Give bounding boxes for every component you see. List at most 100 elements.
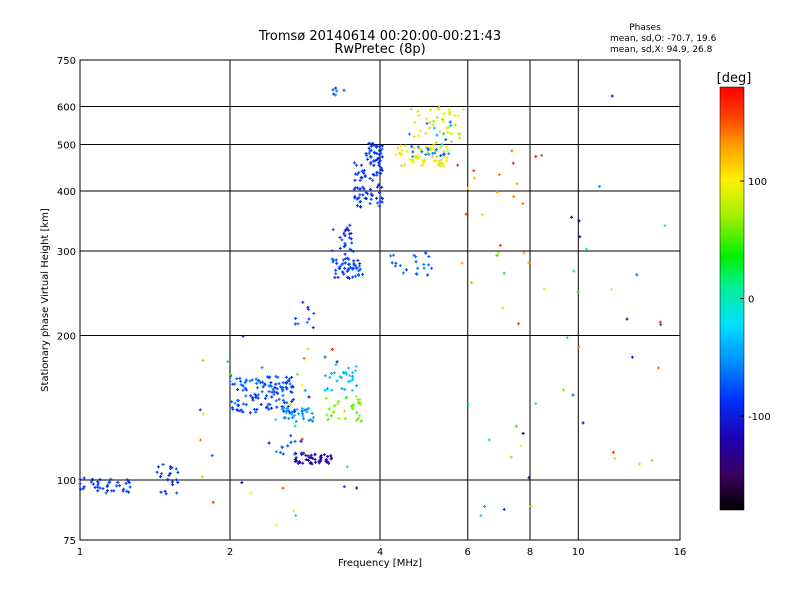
data-point	[584, 247, 588, 251]
data-point	[294, 419, 298, 423]
data-point	[378, 171, 382, 175]
data-point	[284, 411, 288, 415]
data-point	[416, 109, 420, 113]
data-point	[302, 356, 306, 360]
x-tick-label: 4	[377, 547, 383, 558]
data-point	[331, 88, 335, 92]
data-point	[398, 264, 402, 268]
data-point	[427, 255, 431, 259]
data-point	[283, 416, 287, 420]
data-point	[401, 271, 405, 275]
data-point	[598, 185, 602, 189]
data-point	[412, 135, 416, 139]
stats-line-o: mean, sd,O: -70.7, 19.6	[610, 34, 717, 44]
data-point	[245, 388, 249, 392]
data-point	[338, 246, 342, 250]
data-point	[424, 251, 428, 255]
data-point	[351, 250, 355, 254]
data-point	[253, 392, 257, 396]
data-point	[342, 485, 346, 489]
data-point	[358, 267, 362, 271]
data-point	[357, 196, 361, 200]
data-point	[244, 394, 248, 398]
data-point	[350, 404, 354, 408]
data-point	[373, 151, 377, 155]
data-point	[89, 480, 93, 484]
data-point	[638, 462, 642, 466]
x-tick-label: 1	[77, 547, 83, 558]
data-point	[249, 491, 253, 495]
data-point	[353, 178, 357, 182]
data-point	[311, 419, 315, 423]
data-point	[350, 241, 354, 245]
data-point	[330, 388, 334, 392]
y-tick-label: 400	[57, 187, 76, 198]
data-point	[96, 489, 100, 493]
data-point	[355, 411, 359, 415]
data-point	[347, 276, 351, 280]
data-point	[93, 485, 97, 489]
data-point	[434, 141, 438, 145]
data-point	[163, 489, 167, 493]
data-point	[429, 108, 433, 112]
data-point	[364, 190, 368, 194]
data-point	[312, 311, 316, 315]
data-point	[326, 418, 330, 422]
data-point	[350, 379, 354, 383]
data-point	[357, 171, 361, 175]
data-point	[561, 388, 565, 392]
data-point	[236, 398, 240, 402]
data-point	[394, 261, 398, 265]
data-point	[450, 140, 454, 144]
data-point	[380, 200, 384, 204]
data-point	[307, 395, 311, 399]
data-point	[367, 151, 371, 155]
data-point	[442, 164, 446, 168]
data-point	[630, 355, 634, 359]
data-point	[91, 482, 95, 486]
data-point	[240, 481, 244, 485]
data-point	[277, 397, 281, 401]
data-point	[110, 489, 114, 493]
data-point	[368, 149, 372, 153]
data-point	[421, 163, 425, 167]
data-point	[288, 382, 292, 386]
data-point	[301, 300, 305, 304]
data-point	[371, 178, 375, 182]
data-points	[78, 86, 667, 527]
data-point	[281, 381, 285, 385]
data-point	[334, 258, 338, 262]
data-point	[231, 407, 235, 411]
data-point	[432, 126, 436, 130]
data-point	[435, 155, 439, 159]
data-point	[342, 232, 346, 236]
data-point	[118, 484, 122, 488]
data-point	[472, 176, 476, 180]
data-point	[338, 266, 342, 270]
data-point	[439, 158, 443, 162]
data-point	[355, 163, 359, 167]
data-point	[362, 171, 366, 175]
data-point	[437, 159, 441, 163]
y-tick-label: 750	[57, 56, 76, 67]
data-point	[349, 237, 353, 241]
data-point	[529, 504, 533, 508]
data-point	[432, 119, 436, 123]
data-point	[399, 144, 403, 148]
data-point	[241, 402, 245, 406]
data-point	[378, 191, 382, 195]
data-point	[289, 440, 293, 444]
data-point	[355, 197, 359, 201]
data-point	[305, 410, 309, 414]
data-point	[372, 163, 376, 167]
data-point	[335, 360, 339, 364]
data-point	[376, 156, 380, 160]
data-point	[96, 485, 100, 489]
data-point	[159, 490, 163, 494]
data-point	[304, 458, 308, 462]
data-point	[519, 444, 523, 448]
data-point	[241, 384, 245, 388]
data-point	[329, 454, 333, 458]
data-point	[277, 382, 281, 386]
data-point	[231, 382, 235, 386]
